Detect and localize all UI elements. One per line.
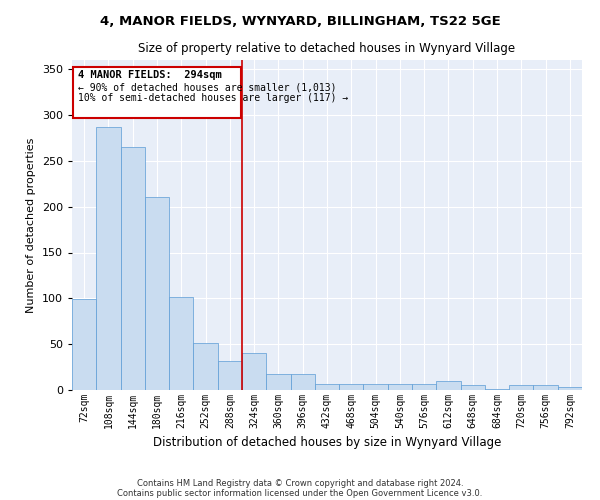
Bar bbox=[72, 299, 96, 390]
Text: Contains public sector information licensed under the Open Government Licence v3: Contains public sector information licen… bbox=[118, 488, 482, 498]
Bar bbox=[193, 343, 218, 390]
X-axis label: Distribution of detached houses by size in Wynyard Village: Distribution of detached houses by size … bbox=[153, 436, 501, 450]
Text: Contains HM Land Registry data © Crown copyright and database right 2024.: Contains HM Land Registry data © Crown c… bbox=[137, 478, 463, 488]
Text: ← 90% of detached houses are smaller (1,013): ← 90% of detached houses are smaller (1,… bbox=[78, 82, 337, 92]
Text: 4 MANOR FIELDS:  294sqm: 4 MANOR FIELDS: 294sqm bbox=[78, 70, 222, 80]
Bar bbox=[266, 374, 290, 390]
FancyBboxPatch shape bbox=[73, 68, 241, 117]
Bar bbox=[533, 384, 558, 390]
Bar bbox=[242, 354, 266, 390]
Bar bbox=[96, 127, 121, 390]
Bar bbox=[145, 198, 169, 390]
Bar bbox=[315, 384, 339, 390]
Text: 4, MANOR FIELDS, WYNYARD, BILLINGHAM, TS22 5GE: 4, MANOR FIELDS, WYNYARD, BILLINGHAM, TS… bbox=[100, 15, 500, 28]
Bar bbox=[412, 384, 436, 390]
Bar bbox=[169, 298, 193, 390]
Bar bbox=[436, 381, 461, 390]
Bar bbox=[509, 384, 533, 390]
Bar bbox=[461, 386, 485, 390]
Bar bbox=[485, 389, 509, 390]
Bar bbox=[218, 360, 242, 390]
Title: Size of property relative to detached houses in Wynyard Village: Size of property relative to detached ho… bbox=[139, 42, 515, 54]
Bar bbox=[339, 384, 364, 390]
Bar bbox=[290, 374, 315, 390]
Bar bbox=[388, 384, 412, 390]
Bar bbox=[364, 384, 388, 390]
Bar bbox=[121, 147, 145, 390]
Bar bbox=[558, 387, 582, 390]
Y-axis label: Number of detached properties: Number of detached properties bbox=[26, 138, 36, 312]
Text: 10% of semi-detached houses are larger (117) →: 10% of semi-detached houses are larger (… bbox=[78, 93, 349, 103]
